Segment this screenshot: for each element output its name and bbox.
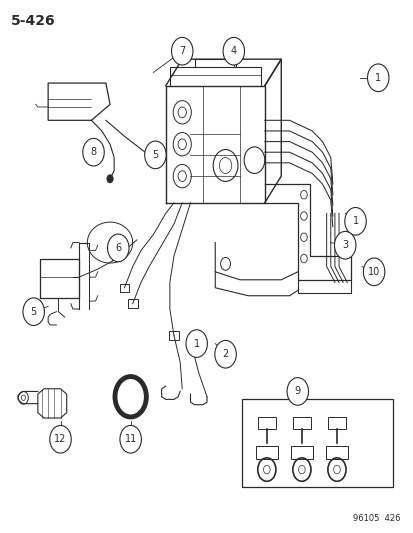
Text: 7: 7	[179, 46, 185, 56]
Bar	[128, 300, 138, 308]
Text: 1: 1	[374, 73, 380, 83]
Text: 96105  426: 96105 426	[353, 514, 400, 523]
Circle shape	[171, 37, 192, 65]
Text: 5-426: 5-426	[11, 14, 55, 28]
Circle shape	[334, 231, 355, 259]
Text: 12: 12	[54, 434, 66, 445]
Text: 2: 2	[222, 349, 228, 359]
Bar	[169, 332, 178, 340]
Bar	[325, 446, 347, 459]
Text: 10: 10	[367, 267, 379, 277]
Bar	[327, 417, 345, 429]
Circle shape	[185, 330, 207, 358]
Text: 5: 5	[152, 150, 158, 160]
Text: 6: 6	[115, 243, 121, 253]
Text: 1: 1	[193, 338, 199, 349]
Text: 5: 5	[31, 306, 37, 317]
Text: 11: 11	[124, 434, 136, 445]
Circle shape	[120, 425, 141, 453]
Circle shape	[107, 174, 113, 183]
Text: 8: 8	[90, 147, 96, 157]
Circle shape	[145, 141, 166, 168]
Circle shape	[223, 37, 244, 65]
Circle shape	[367, 64, 388, 92]
Bar	[292, 417, 310, 429]
Text: 4: 4	[230, 46, 236, 56]
Bar	[242, 399, 392, 487]
Bar	[119, 284, 129, 292]
Circle shape	[286, 377, 308, 405]
Text: 3: 3	[341, 240, 347, 250]
Circle shape	[107, 234, 129, 262]
Circle shape	[214, 341, 236, 368]
Bar	[255, 446, 277, 459]
Bar	[257, 417, 275, 429]
Circle shape	[363, 258, 384, 286]
Circle shape	[83, 139, 104, 166]
Bar	[290, 446, 312, 459]
Text: 1: 1	[351, 216, 358, 227]
Text: 9: 9	[294, 386, 300, 397]
Circle shape	[50, 425, 71, 453]
Circle shape	[344, 207, 366, 235]
Circle shape	[23, 298, 44, 326]
